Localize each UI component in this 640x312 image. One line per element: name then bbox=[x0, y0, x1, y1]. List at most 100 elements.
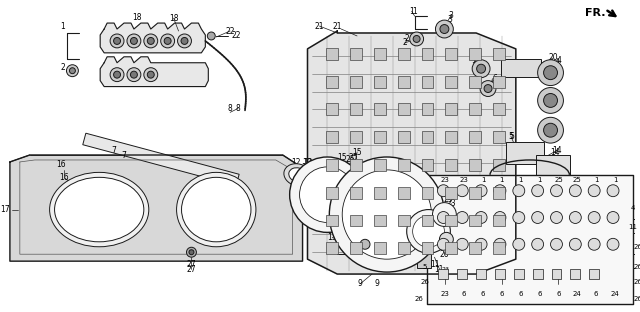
Circle shape bbox=[480, 80, 496, 96]
Text: 6: 6 bbox=[481, 215, 485, 220]
Ellipse shape bbox=[54, 177, 144, 242]
Text: 12: 12 bbox=[303, 158, 312, 168]
Bar bbox=[493, 242, 505, 254]
Circle shape bbox=[438, 185, 449, 197]
Circle shape bbox=[475, 185, 487, 197]
Text: 23: 23 bbox=[442, 242, 449, 247]
Circle shape bbox=[532, 212, 543, 223]
Circle shape bbox=[607, 185, 619, 197]
Bar bbox=[493, 48, 505, 60]
Polygon shape bbox=[337, 237, 367, 254]
Bar bbox=[374, 242, 386, 254]
Bar bbox=[326, 76, 339, 88]
Bar bbox=[422, 215, 433, 227]
Circle shape bbox=[484, 85, 492, 93]
Text: 9: 9 bbox=[358, 280, 362, 289]
Circle shape bbox=[413, 216, 444, 247]
Text: 1: 1 bbox=[612, 177, 617, 183]
Bar bbox=[326, 187, 339, 199]
Bar bbox=[398, 159, 410, 171]
Circle shape bbox=[69, 68, 76, 74]
Circle shape bbox=[588, 238, 600, 250]
Ellipse shape bbox=[289, 168, 307, 182]
Circle shape bbox=[413, 36, 420, 42]
Text: 25: 25 bbox=[517, 215, 525, 220]
Circle shape bbox=[472, 60, 490, 78]
Text: 6: 6 bbox=[594, 215, 598, 220]
Bar bbox=[350, 242, 362, 254]
Text: 12: 12 bbox=[291, 158, 300, 168]
Text: 2: 2 bbox=[404, 34, 409, 43]
Text: 1: 1 bbox=[481, 177, 485, 183]
Text: 25: 25 bbox=[346, 155, 355, 164]
Bar bbox=[469, 242, 481, 254]
Bar bbox=[445, 131, 458, 143]
Bar bbox=[374, 76, 386, 88]
Bar bbox=[469, 159, 481, 171]
Bar bbox=[493, 76, 505, 88]
Text: 5: 5 bbox=[508, 132, 513, 141]
Circle shape bbox=[477, 64, 486, 73]
Circle shape bbox=[360, 239, 370, 249]
Polygon shape bbox=[340, 168, 352, 180]
Bar bbox=[422, 131, 433, 143]
Text: 22: 22 bbox=[225, 27, 235, 36]
Bar bbox=[536, 155, 570, 175]
Ellipse shape bbox=[49, 172, 148, 247]
Text: 7: 7 bbox=[111, 146, 116, 154]
Text: 26: 26 bbox=[414, 296, 423, 302]
Circle shape bbox=[435, 20, 453, 38]
Circle shape bbox=[494, 238, 506, 250]
Bar bbox=[445, 187, 458, 199]
Circle shape bbox=[177, 34, 191, 48]
Text: 4: 4 bbox=[557, 56, 562, 65]
Text: 6: 6 bbox=[500, 215, 504, 220]
Text: 23: 23 bbox=[442, 266, 449, 271]
Text: 18: 18 bbox=[169, 14, 179, 22]
Text: 22: 22 bbox=[231, 32, 241, 41]
Bar bbox=[326, 48, 339, 60]
Bar bbox=[374, 187, 386, 199]
Circle shape bbox=[456, 238, 468, 250]
Text: 23: 23 bbox=[441, 177, 450, 183]
Text: 8: 8 bbox=[228, 104, 232, 113]
Circle shape bbox=[532, 185, 543, 197]
Circle shape bbox=[113, 37, 120, 44]
Bar bbox=[552, 269, 561, 279]
Bar bbox=[469, 48, 481, 60]
Circle shape bbox=[494, 185, 506, 197]
Bar bbox=[374, 131, 386, 143]
Circle shape bbox=[513, 185, 525, 197]
Circle shape bbox=[113, 71, 120, 78]
Bar bbox=[469, 131, 481, 143]
Text: 26: 26 bbox=[634, 296, 640, 302]
Text: 1: 1 bbox=[60, 22, 65, 31]
Text: 2: 2 bbox=[60, 63, 65, 72]
Bar bbox=[350, 215, 362, 227]
Bar bbox=[445, 76, 458, 88]
Circle shape bbox=[538, 88, 563, 113]
Text: 6: 6 bbox=[538, 291, 542, 297]
Bar bbox=[493, 159, 505, 171]
Text: 3: 3 bbox=[449, 11, 454, 20]
Circle shape bbox=[440, 25, 449, 33]
Bar bbox=[469, 76, 481, 88]
Circle shape bbox=[410, 32, 424, 46]
Bar bbox=[398, 131, 410, 143]
Text: 1: 1 bbox=[538, 177, 542, 183]
Text: 1: 1 bbox=[410, 7, 414, 16]
Bar bbox=[469, 215, 481, 227]
Polygon shape bbox=[100, 23, 205, 53]
Bar bbox=[326, 215, 339, 227]
Text: 10: 10 bbox=[301, 163, 310, 173]
Text: 26: 26 bbox=[634, 244, 640, 250]
Circle shape bbox=[181, 37, 188, 44]
Text: 9: 9 bbox=[374, 280, 380, 289]
Text: 2: 2 bbox=[403, 38, 407, 47]
Ellipse shape bbox=[182, 177, 251, 242]
Bar bbox=[445, 242, 458, 254]
Text: 24: 24 bbox=[372, 232, 381, 241]
Text: 26: 26 bbox=[414, 244, 423, 250]
Bar bbox=[445, 48, 458, 60]
Polygon shape bbox=[10, 155, 303, 261]
